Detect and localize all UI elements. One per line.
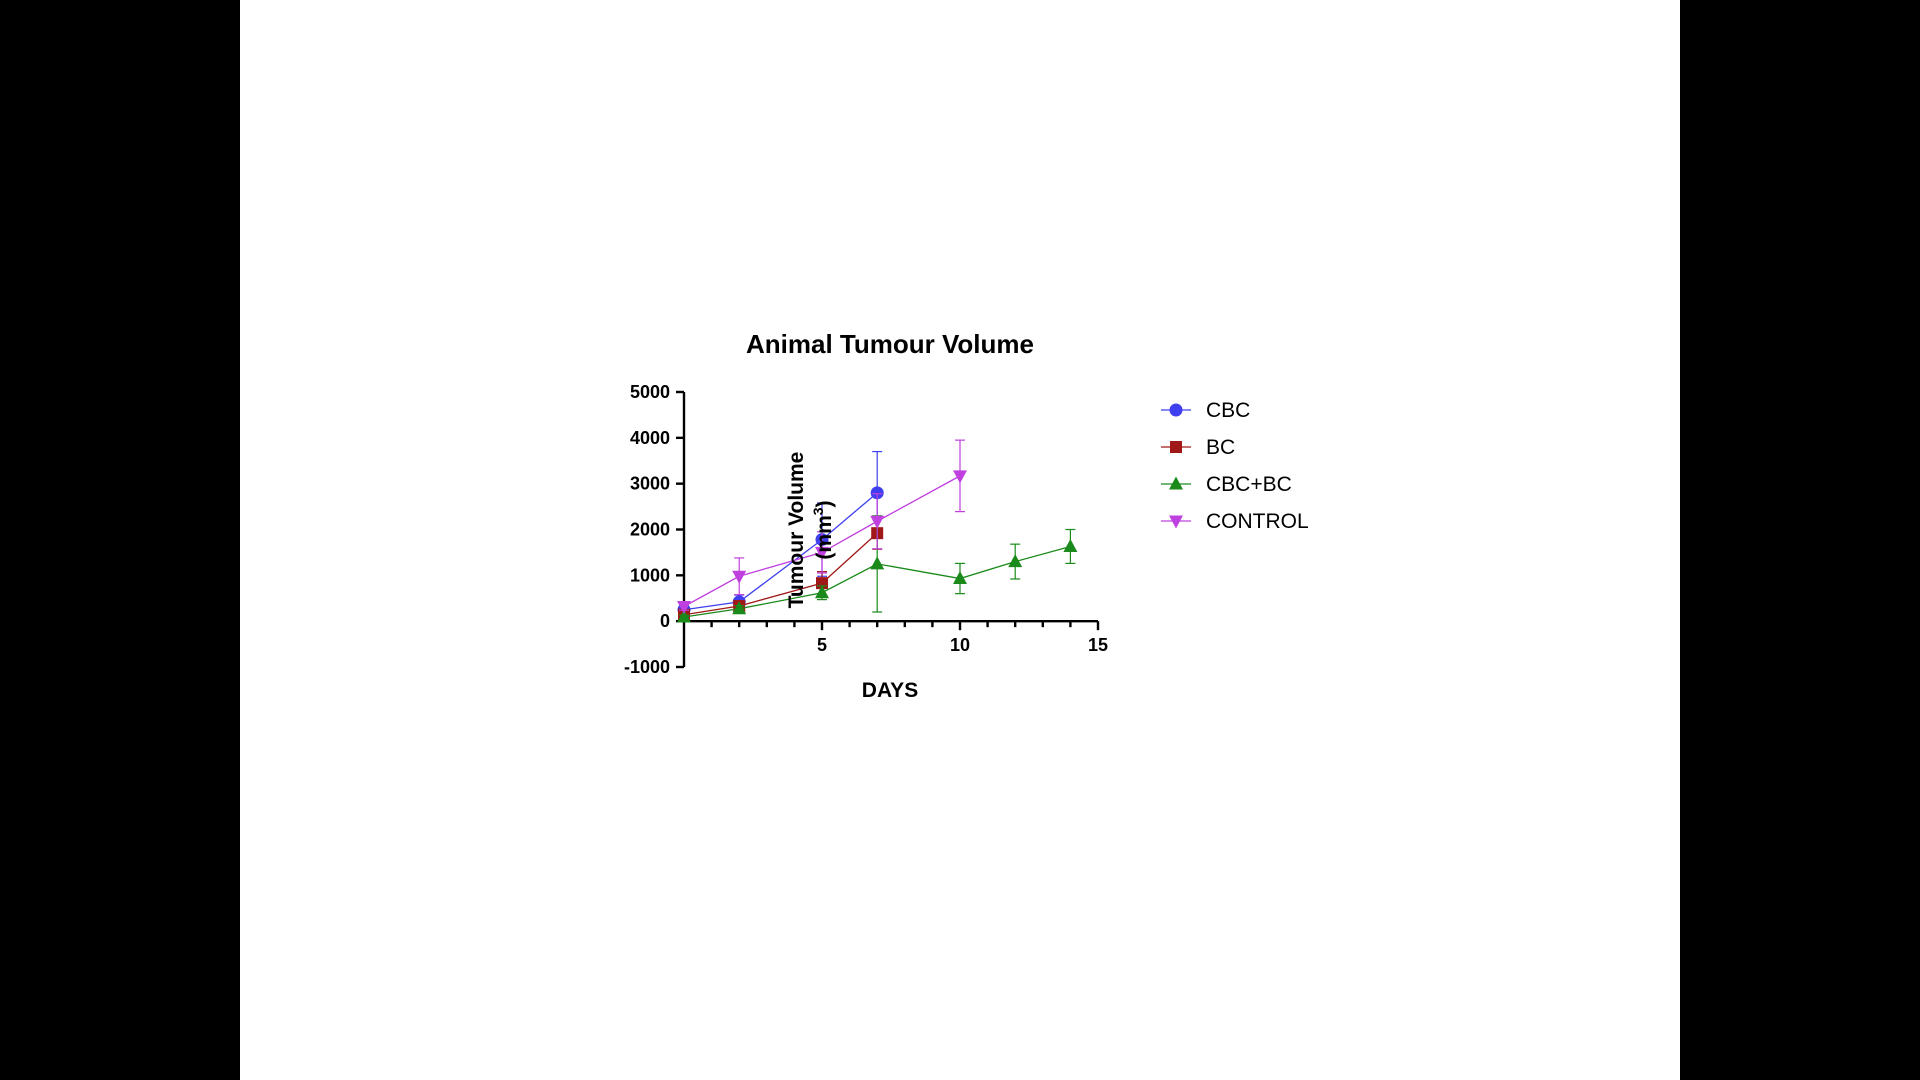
legend-label: BC	[1206, 436, 1235, 459]
data-point	[732, 601, 747, 615]
chart-marks	[677, 439, 1078, 623]
data-point	[815, 546, 829, 560]
legend-marker	[1169, 515, 1183, 529]
data-point	[1008, 554, 1023, 568]
series-control	[677, 439, 967, 614]
data-point	[732, 570, 747, 584]
x-tick-label: 5	[817, 635, 827, 655]
legend-label: CONTROL	[1206, 510, 1309, 533]
chart-legend: CBC BC CBC+BC CONTROL	[1161, 399, 1309, 533]
data-point	[953, 571, 967, 585]
data-point	[1063, 538, 1078, 552]
y-tick-label: 3000	[630, 474, 670, 494]
y-axis-title-group: Tumour Volume (mm3)	[785, 452, 836, 609]
legend-item: CBC+BC	[1161, 473, 1292, 496]
chart-axes: -1000 0 1000 2000 3000 4000 5000 5 10 15	[624, 382, 1108, 677]
slide-background: Animal Tumour Volume -1000 0 1000 2000 3000 4…	[240, 0, 1680, 1080]
data-point	[677, 609, 691, 623]
data-point	[953, 470, 967, 484]
legend-label: CBC+BC	[1206, 473, 1292, 496]
line-chart: Animal Tumour Volume -1000 0 1000 2000 3000 4…	[624, 329, 1309, 702]
legend-marker	[1169, 476, 1183, 490]
data-point	[870, 556, 885, 570]
x-axis-title: DAYS	[862, 679, 918, 702]
legend-label: CBC	[1206, 399, 1250, 422]
y-axis-unit-suffix: )	[813, 500, 836, 507]
series-cbc	[677, 450, 884, 617]
y-tick-label: 2000	[630, 520, 670, 540]
y-tick-label: 4000	[630, 428, 670, 448]
data-point	[870, 515, 885, 529]
legend-item: CONTROL	[1161, 510, 1309, 533]
data-point	[815, 585, 829, 599]
x-tick-label: 10	[950, 635, 970, 655]
data-point	[677, 601, 691, 614]
series-bc	[678, 516, 884, 621]
y-axis-unit: (mm3)	[810, 500, 836, 559]
series-line	[683, 492, 878, 611]
y-tick-label: 1000	[630, 565, 670, 585]
series-line	[683, 532, 878, 616]
y-axis-unit-superscript: 3	[810, 507, 826, 515]
y-axis-title: Tumour Volume	[785, 452, 808, 609]
legend-item: CBC	[1161, 399, 1250, 422]
x-tick-label: 15	[1088, 635, 1108, 655]
legend-item: BC	[1161, 436, 1235, 459]
y-tick-label: 0	[660, 611, 670, 631]
legend-marker	[1169, 403, 1183, 417]
data-point	[870, 486, 884, 500]
y-tick-label: 5000	[630, 382, 670, 402]
chart-title: Animal Tumour Volume	[746, 329, 1034, 359]
y-tick-label: -1000	[624, 657, 670, 677]
legend-marker	[1170, 441, 1182, 453]
y-axis-unit-prefix: (mm	[813, 515, 836, 559]
